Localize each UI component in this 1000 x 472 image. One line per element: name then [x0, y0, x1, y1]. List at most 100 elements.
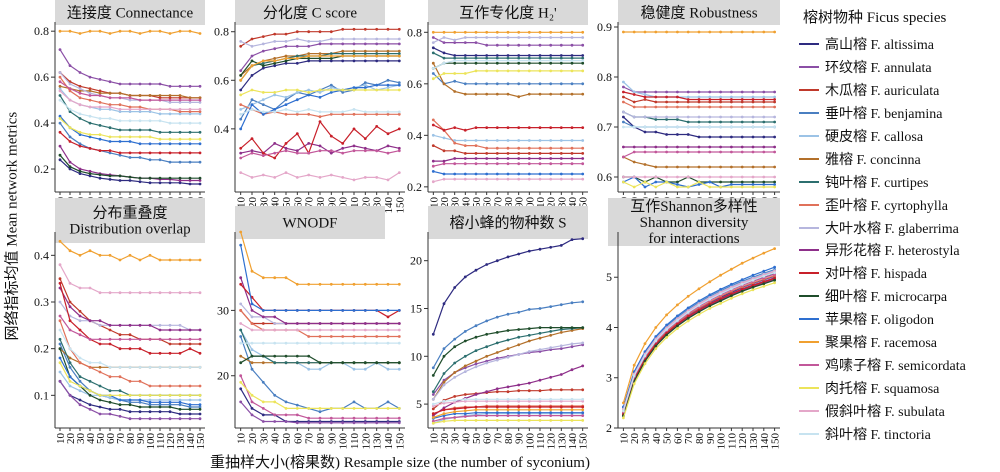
data-point: [442, 136, 446, 140]
data-point: [88, 94, 92, 97]
data-point: [386, 407, 390, 410]
data-point: [506, 146, 510, 150]
data-point: [188, 405, 192, 409]
data-point: [751, 288, 755, 292]
data-point: [88, 365, 92, 369]
data-point: [375, 27, 379, 31]
data-point: [198, 405, 202, 409]
data-point: [307, 108, 311, 111]
data-point: [697, 310, 701, 314]
data-point: [632, 105, 636, 109]
data-point: [686, 30, 690, 34]
data-point: [485, 411, 489, 415]
data-point: [198, 417, 202, 421]
data-point: [397, 335, 401, 338]
data-point: [318, 30, 322, 34]
data-point: [708, 165, 712, 169]
data-point: [665, 336, 668, 339]
data-point: [506, 397, 510, 401]
data-point: [188, 179, 192, 182]
data-point: [581, 61, 585, 65]
data-point: [108, 107, 112, 111]
data-point: [307, 407, 311, 410]
data-point: [198, 342, 202, 346]
data-point: [397, 407, 401, 410]
data-point: [363, 367, 367, 371]
data-point: [431, 390, 435, 394]
data-point: [250, 88, 254, 92]
data-point: [68, 356, 72, 360]
data-point: [318, 335, 322, 338]
data-point: [463, 406, 467, 410]
data-point: [318, 42, 322, 46]
series-line: [622, 277, 775, 415]
data-point: [643, 95, 647, 99]
data-point: [751, 90, 755, 94]
x-tick-label: 110: [155, 433, 167, 450]
data-point: [506, 329, 510, 332]
data-point: [697, 145, 701, 149]
data-point: [138, 347, 142, 351]
data-point: [108, 91, 112, 95]
data-point: [307, 52, 311, 55]
data-point: [128, 410, 132, 414]
data-point: [128, 393, 132, 397]
data-point: [158, 328, 162, 332]
data-point: [250, 341, 254, 345]
data-point: [98, 105, 102, 109]
data-point: [178, 110, 182, 113]
data-point: [676, 145, 679, 149]
data-point: [148, 384, 152, 388]
data-point: [643, 175, 647, 179]
data-point: [375, 49, 379, 53]
data-point: [431, 123, 435, 127]
x-tick-label: 120: [737, 433, 749, 450]
x-tick-label: 70: [115, 433, 127, 445]
data-point: [108, 396, 112, 400]
data-point: [98, 398, 102, 402]
data-point: [527, 69, 531, 73]
data-point: [118, 140, 122, 143]
x-tick-label: 140: [185, 433, 197, 450]
data-point: [773, 185, 776, 189]
data-point: [517, 408, 521, 412]
panel-title: 榕小蜂的物种数 S: [449, 215, 566, 232]
data-point: [527, 30, 531, 34]
panel-title-background: [428, 206, 588, 239]
data-point: [495, 390, 499, 394]
data-point: [762, 251, 766, 255]
data-point: [88, 147, 92, 150]
y-tick-label: 20: [410, 254, 422, 268]
data-point: [581, 411, 585, 415]
data-point: [352, 421, 356, 425]
panel-title-line: for interactions: [648, 231, 739, 247]
data-point: [188, 130, 192, 134]
data-point: [708, 145, 712, 149]
data-point: [341, 49, 345, 53]
legend-swatch: [799, 409, 819, 412]
data-point: [751, 273, 755, 277]
data-point: [250, 400, 254, 404]
data-point: [307, 112, 311, 116]
data-point: [517, 411, 521, 415]
data-point: [485, 361, 489, 365]
data-point: [719, 100, 722, 104]
y-tick-label: 0.2: [407, 180, 422, 194]
data-point: [665, 125, 668, 129]
data-point: [751, 150, 755, 154]
panel-title-background: [55, 0, 205, 25]
panel-3: 0.20.40.60.81020304050607080901001101201…: [407, 0, 590, 214]
panel-title-line: 榕小蜂的物种数 S: [449, 215, 566, 232]
data-point: [719, 302, 722, 305]
data-point: [341, 52, 345, 55]
data-point: [198, 182, 202, 186]
data-point: [386, 421, 390, 425]
data-point: [559, 419, 563, 422]
data-point: [773, 98, 776, 101]
data-point: [118, 398, 122, 402]
data-point: [517, 82, 521, 86]
data-point: [58, 94, 62, 97]
data-point: [295, 421, 299, 425]
data-point: [581, 54, 585, 57]
